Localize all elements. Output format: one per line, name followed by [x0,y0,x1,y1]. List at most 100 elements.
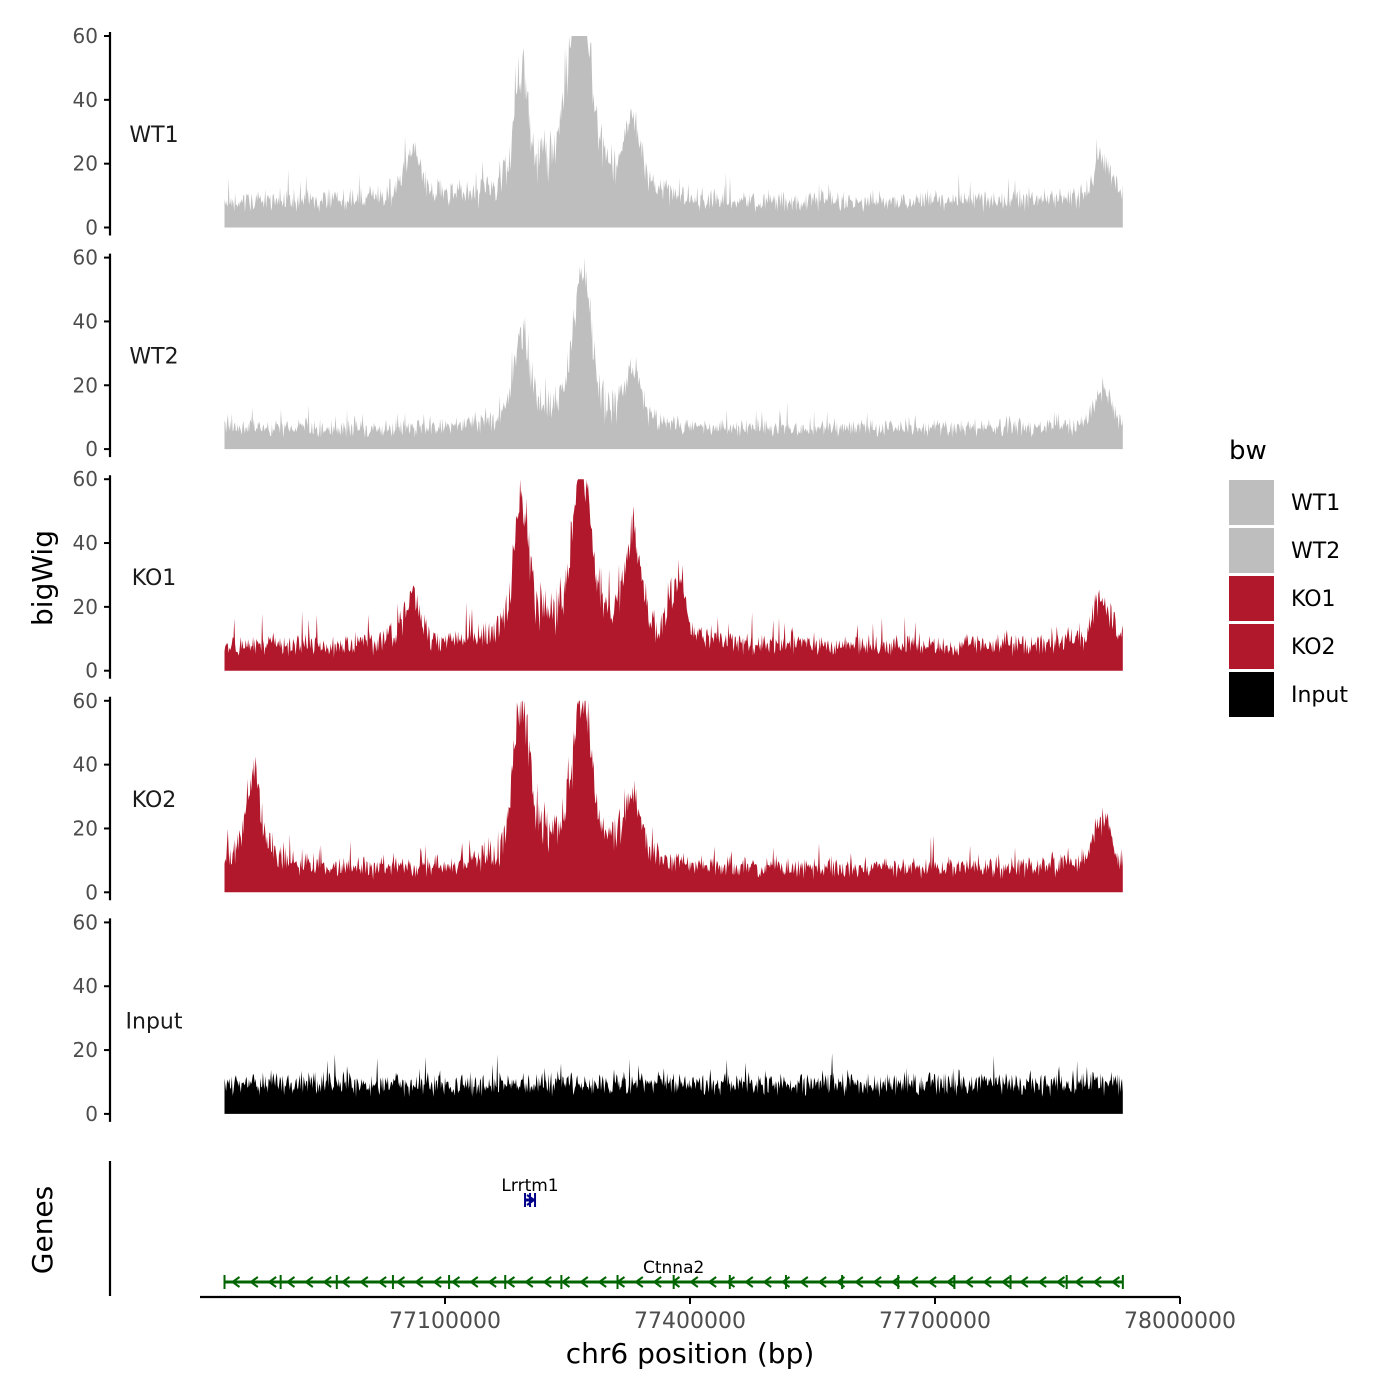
signal-area-wt1 [224,36,1123,228]
y-tick-label: 20 [73,595,98,619]
strand-arrow [395,1276,406,1288]
signal-area-input [224,1053,1123,1114]
strand-arrow [799,1276,809,1288]
legend-label-ko2: KO2 [1291,635,1336,660]
strand-arrow [670,1276,681,1288]
strand-arrow [579,1276,589,1288]
y-tick-label: 60 [73,24,98,48]
genes-track-title: Genes [26,1186,59,1274]
y-tick-label: 0 [85,1102,98,1126]
strand-arrow [872,1276,882,1288]
strand-arrow [817,1276,827,1288]
strand-arrow [359,1276,369,1288]
strand-arrow [927,1276,937,1288]
gene-ctnna2: Ctnna2 [223,1258,1124,1289]
x-tick-label: 77700000 [879,1309,991,1334]
y-tick-label: 40 [73,753,98,777]
y-tick-label: 20 [73,373,98,397]
strand-arrow [615,1276,626,1288]
strand-arrow [487,1276,497,1288]
legend-swatch-ko1 [1229,576,1274,621]
strand-arrow [340,1276,351,1288]
strand-arrow [1000,1276,1011,1288]
y-tick-label: 20 [73,1038,98,1062]
x-axis-title: chr6 position (bp) [566,1337,815,1370]
strand-arrow [1055,1276,1066,1288]
y-tick-label: 60 [73,246,98,270]
strand-arrow [835,1276,846,1288]
legend-label-ko1: KO1 [1291,587,1336,612]
y-tick-label: 40 [73,309,98,333]
track-label: WT2 [129,345,178,370]
signal-area-wt2 [224,257,1123,450]
strand-arrow [909,1276,919,1288]
y-tick-label: 40 [73,974,98,998]
strand-arrow [982,1276,992,1288]
y-tick-label: 60 [73,689,98,713]
track-label: Input [126,1009,183,1034]
strand-arrow [1110,1276,1121,1288]
strand-arrow [322,1276,332,1288]
strand-arrow [1074,1276,1084,1288]
strand-arrow [542,1276,552,1288]
gene-lrrtm1: Lrrtm1 [501,1176,559,1207]
track-panel-ko1: 0 20 40 60 KO1 [73,467,1123,683]
strand-arrow [450,1276,461,1288]
strand-arrow [1037,1276,1047,1288]
y-tick-label: 40 [73,531,98,555]
x-axis: 77100000 77400000 77700000 78000000 [200,1295,1236,1334]
strand-arrow [304,1276,314,1288]
strand-arrow [1092,1276,1102,1288]
signal-tracks: 0 20 40 60 WT1 0 20 40 60 WT2 0 20 40 60 KO1 0 20 40 60 KO2… [73,24,1123,1126]
legend-title: bw [1229,436,1267,466]
y-tick-label: 0 [85,880,98,904]
y-tick-label: 60 [73,467,98,491]
y-tick-label: 20 [73,152,98,176]
strand-arrow [526,1194,536,1206]
strand-arrow [469,1276,479,1288]
y-tick-label: 60 [73,910,98,934]
strand-arrow [1019,1276,1029,1288]
legend-label-wt2: WT2 [1291,539,1340,564]
track-panel-wt1: 0 20 40 60 WT1 [73,24,1123,240]
y-axis-title: bigWig [26,530,59,626]
y-tick-label: 20 [73,816,98,840]
strand-arrow [432,1276,442,1288]
x-tick-label: 77400000 [634,1309,746,1334]
strand-arrow [377,1276,387,1288]
legend-swatch-wt1 [1229,480,1274,525]
strand-arrow [652,1276,662,1288]
y-tick-label: 40 [73,88,98,112]
strand-arrow [964,1276,974,1288]
y-tick-label: 0 [85,437,98,461]
track-label: WT1 [129,123,178,148]
strand-arrow [267,1276,277,1288]
signal-area-ko2 [224,700,1123,893]
y-tick-label: 0 [85,216,98,240]
strand-arrow [249,1276,259,1288]
legend-swatch-ko2 [1229,624,1274,669]
strand-arrow [854,1276,864,1288]
strand-arrow [945,1276,956,1288]
strand-arrow [780,1276,791,1288]
strand-arrow [634,1276,644,1288]
track-panel-input: 0 20 40 60 Input [73,910,1123,1126]
strand-arrow [890,1276,901,1288]
track-panel-ko2: 0 20 40 60 KO2 [73,689,1123,904]
gene-label: Lrrtm1 [501,1176,558,1196]
legend: bw WT1 WT2 KO1 KO2 Input [1229,436,1348,717]
legend-swatch-input [1229,672,1274,717]
strand-arrow [707,1276,717,1288]
strand-arrow [725,1276,736,1288]
track-label: KO1 [132,566,177,591]
strand-arrow [762,1276,772,1288]
strand-arrow [689,1276,699,1288]
legend-label-wt1: WT1 [1291,491,1340,516]
strand-arrow [560,1276,571,1288]
gene-label: Ctnna2 [643,1258,704,1278]
strand-arrow [505,1276,516,1288]
legend-label-input: Input [1291,683,1348,708]
y-tick-label: 0 [85,659,98,683]
strand-arrow [285,1276,296,1288]
